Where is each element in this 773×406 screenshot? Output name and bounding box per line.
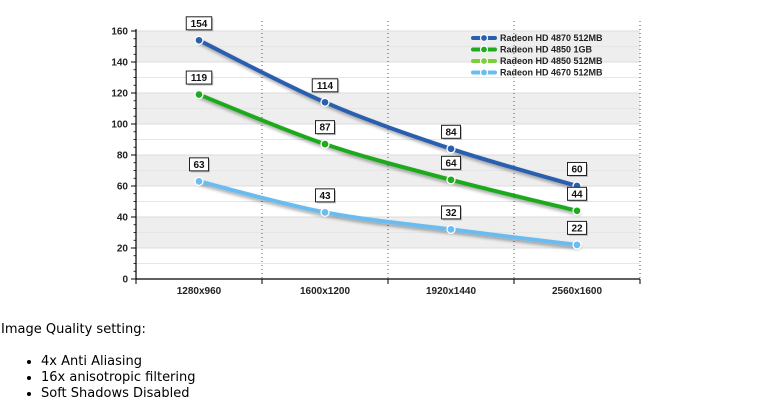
data-label-box (185, 70, 213, 85)
legend-label: Radeon HD 4870 512MB (500, 33, 603, 43)
data-point (320, 97, 330, 107)
data-point (572, 240, 582, 250)
data-label: 84 (445, 127, 457, 138)
data-point (572, 206, 582, 216)
y-tick-label: 40 (117, 213, 129, 224)
data-label-box (189, 157, 209, 172)
quality-notes: Image Quality setting: 4x Anti Aliasing … (1, 322, 761, 402)
line-chart: 0 20 40 60 80 100 120 140 160 1280x960 1600x1200 19… (111, 16, 641, 297)
x-tick-label: 1600x1200 (300, 286, 350, 297)
legend-swatch-marker (479, 68, 489, 77)
data-label: 22 (571, 223, 583, 234)
series-line (197, 92, 579, 213)
legend-label: Radeon HD 4670 512MB (500, 68, 603, 78)
notes-heading: Image Quality setting: (1, 322, 146, 337)
data-label-box (311, 78, 339, 93)
data-label: 60 (571, 165, 583, 176)
legend-swatch-marker (479, 45, 489, 54)
notes-list: 4x Anti Aliasing 16x anisotropic filteri… (1, 354, 761, 402)
data-point (194, 89, 204, 100)
legend-label: Radeon HD 4850 512MB (500, 56, 603, 66)
data-point (320, 207, 330, 218)
notes-item: Soft Shadows Disabled (41, 386, 761, 402)
series-line (197, 38, 579, 188)
data-label: 87 (319, 123, 331, 134)
notes-item: 4x Anti Aliasing (41, 354, 761, 370)
y-tick-label: 80 (117, 151, 129, 162)
data-label-box (315, 188, 335, 203)
data-label-box (567, 220, 587, 235)
data-label: 63 (193, 160, 205, 171)
data-label: 32 (445, 208, 457, 219)
data-label-box (185, 16, 213, 31)
data-point (446, 144, 456, 154)
x-tick-label: 2560x1600 (552, 286, 602, 297)
legend-label: Radeon HD 4850 1GB (500, 45, 593, 55)
data-point (194, 35, 204, 45)
data-label-box (441, 124, 461, 139)
data-point (446, 175, 456, 185)
data-point (446, 224, 456, 235)
x-tick-label: 1280x960 (177, 286, 222, 297)
y-tick-label: 120 (111, 89, 128, 100)
data-label: 43 (319, 191, 331, 202)
x-tick-label: 1920x1440 (426, 286, 476, 297)
y-tick-label: 20 (117, 244, 129, 255)
y-tick-label: 160 (111, 27, 128, 38)
data-label: 64 (445, 158, 457, 169)
y-tick-label: 60 (117, 182, 129, 193)
data-label: 114 (317, 81, 334, 92)
legend-swatch-marker (479, 33, 489, 43)
data-point (320, 139, 330, 149)
data-label: 154 (191, 19, 208, 30)
data-point (194, 176, 204, 187)
data-label-box (441, 155, 461, 170)
series-line (197, 179, 579, 247)
data-label: 119 (191, 73, 208, 84)
legend-swatch-marker (479, 56, 489, 66)
data-label-box (315, 120, 335, 135)
notes-item: 16x anisotropic filtering (41, 370, 761, 386)
data-label-box (567, 186, 587, 201)
data-label-box (441, 205, 461, 220)
data-label: 44 (571, 189, 583, 200)
data-label-box (567, 162, 587, 176)
y-tick-label: 140 (111, 58, 128, 69)
benchmark-chart: 0 20 40 60 80 100 120 140 160 1280x960 1600x1200 19… (111, 16, 641, 297)
y-tick-label: 0 (122, 275, 128, 286)
y-tick-label: 100 (111, 120, 128, 131)
